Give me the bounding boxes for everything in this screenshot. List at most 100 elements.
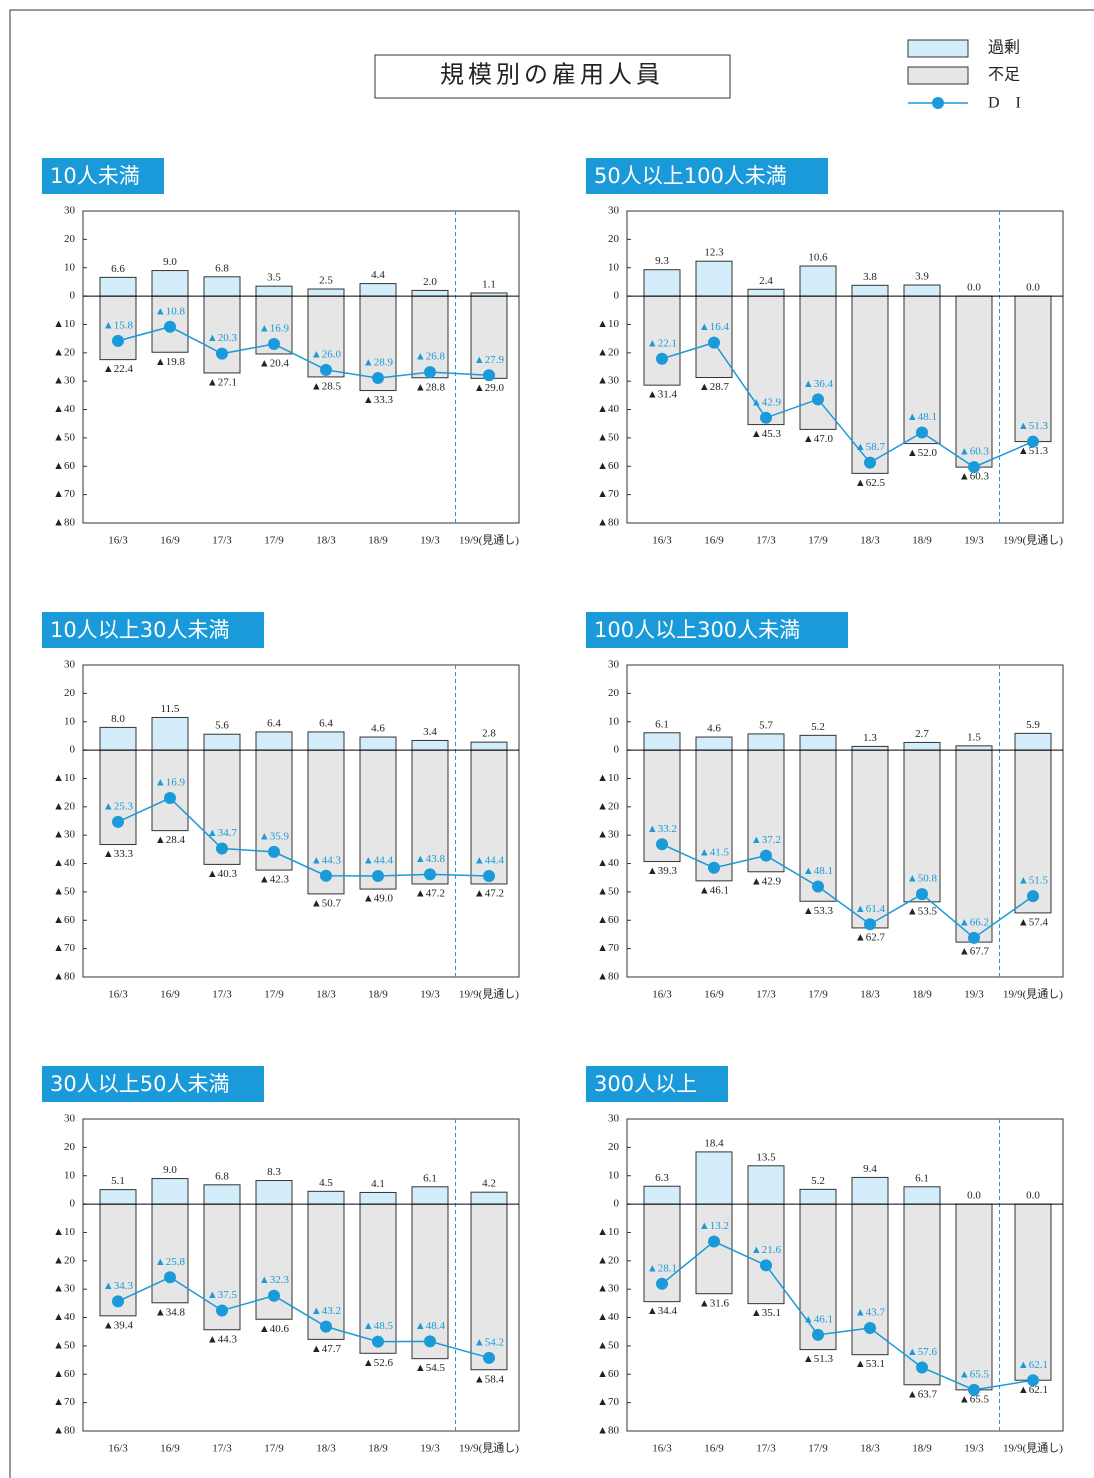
bar-surplus	[695, 260, 733, 297]
di-label: ▲65.5	[959, 1368, 990, 1380]
bar-shortage-label: ▲62.5	[855, 477, 886, 489]
di-marker	[656, 838, 668, 851]
x-tick-label: 18/9	[368, 535, 388, 547]
bar-shortage-label: ▲53.1	[855, 1358, 885, 1370]
bar-shortage	[1014, 749, 1052, 914]
y-tick-label: ▲60	[53, 1368, 75, 1380]
di-label: ▲41.5	[699, 846, 730, 858]
bar-shortage-label: ▲53.5	[907, 905, 938, 917]
di-marker	[968, 461, 980, 474]
di-marker	[656, 1277, 668, 1290]
bar-surplus	[747, 1165, 785, 1205]
bar-shortage	[411, 749, 449, 885]
y-tick-label: ▲60	[53, 914, 75, 926]
y-tick-label: ▲80	[53, 1425, 75, 1437]
bar-surplus	[695, 1151, 733, 1205]
bar-surplus-label: 4.6	[707, 723, 721, 735]
bar-surplus	[747, 733, 785, 751]
di-marker	[916, 426, 928, 439]
di-label: ▲48.1	[907, 411, 937, 423]
di-line	[661, 341, 1034, 468]
bar-surplus-label: 8.0	[111, 713, 125, 725]
di-line	[661, 1240, 1034, 1391]
y-tick-label: ▲30	[597, 829, 619, 841]
di-marker	[320, 363, 332, 376]
di-marker	[483, 870, 495, 883]
di-label: ▲44.3	[311, 854, 342, 866]
bar-surplus-label: 1.5	[967, 731, 981, 743]
di-marker	[812, 880, 824, 893]
bar-surplus	[643, 1185, 681, 1205]
bar-surplus	[99, 1189, 137, 1205]
x-tick-label: 17/9	[264, 989, 284, 1001]
bar-surplus	[643, 269, 681, 297]
bar-surplus-label: 9.3	[655, 255, 669, 267]
di-label: ▲36.4	[803, 378, 834, 390]
di-marker	[1027, 890, 1039, 903]
legend-label: 過剰	[988, 39, 1020, 57]
bar-surplus-label: 4.5	[319, 1177, 333, 1189]
bar-surplus	[903, 741, 941, 751]
di-marker	[216, 1304, 228, 1317]
y-tick-label: ▲40	[597, 1311, 619, 1323]
bar-surplus-label: 6.8	[215, 1170, 229, 1182]
x-tick-label: 17/3	[212, 535, 232, 547]
legend-swatch	[907, 66, 969, 85]
bar-surplus-label: 6.8	[215, 262, 229, 274]
bar-surplus	[903, 284, 941, 297]
x-tick-label: 19/9(見通し)	[459, 534, 519, 547]
bar-shortage-label: ▲47.7	[311, 1343, 342, 1355]
bar-surplus	[799, 1188, 837, 1205]
y-tick-label: ▲60	[597, 460, 619, 472]
bar-shortage-label: ▲28.7	[699, 381, 730, 393]
bar-shortage-label: ▲44.3	[207, 1333, 238, 1345]
di-label: ▲46.1	[803, 1313, 833, 1325]
y-tick-label: 20	[608, 687, 620, 699]
x-tick-label: 18/9	[912, 989, 932, 1001]
x-tick-label: 17/3	[756, 1443, 776, 1455]
di-marker	[424, 1335, 436, 1348]
di-marker	[916, 1361, 928, 1374]
bar-surplus-label: 2.4	[759, 275, 773, 287]
di-label: ▲44.4	[363, 855, 394, 867]
x-tick-label: 17/9	[264, 1443, 284, 1455]
di-label: ▲26.8	[415, 351, 446, 363]
bar-surplus	[851, 745, 889, 751]
legend-label: 不足	[988, 67, 1020, 84]
bar-shortage-label: ▲27.1	[207, 376, 237, 388]
di-marker	[164, 1271, 176, 1284]
x-tick-label: 18/3	[860, 535, 880, 547]
bar-shortage-label: ▲47.2	[415, 887, 445, 899]
bar-surplus	[255, 285, 293, 297]
di-label: ▲13.2	[699, 1220, 729, 1232]
di-label: ▲28.9	[363, 357, 394, 369]
x-tick-label: 16/3	[652, 1443, 672, 1455]
y-tick-label: ▲70	[597, 488, 619, 500]
di-label: ▲10.8	[155, 305, 186, 317]
bar-shortage-label: ▲34.8	[155, 1306, 186, 1318]
bar-surplus-label: 5.9	[1026, 719, 1040, 731]
y-tick-label: 30	[608, 1113, 620, 1125]
bar-surplus	[695, 736, 733, 751]
y-tick-label: ▲40	[597, 403, 619, 415]
bar-shortage-label: ▲65.5	[959, 1393, 990, 1405]
di-label: ▲62.1	[1018, 1359, 1048, 1371]
x-tick-label: 19/9(見通し)	[459, 1442, 519, 1455]
bar-shortage-label: ▲28.5	[311, 380, 342, 392]
y-tick-label: ▲30	[597, 1283, 619, 1295]
di-marker	[112, 1295, 124, 1308]
y-tick-label: ▲80	[597, 1425, 619, 1437]
bar-surplus-label: 12.3	[704, 247, 724, 259]
bar-surplus	[203, 733, 241, 751]
di-label: ▲34.7	[207, 827, 238, 839]
di-marker	[812, 1328, 824, 1341]
bar-shortage	[643, 295, 681, 386]
y-tick-label: 10	[64, 1169, 76, 1181]
bar-surplus-label: 6.6	[111, 263, 125, 275]
page-border	[9, 9, 1094, 1478]
x-tick-label: 16/9	[160, 989, 180, 1001]
bar-shortage	[99, 295, 137, 361]
bar-shortage-label: ▲42.9	[751, 875, 782, 887]
di-label: ▲60.3	[959, 446, 990, 458]
bar-surplus-label: 5.2	[811, 1175, 825, 1187]
